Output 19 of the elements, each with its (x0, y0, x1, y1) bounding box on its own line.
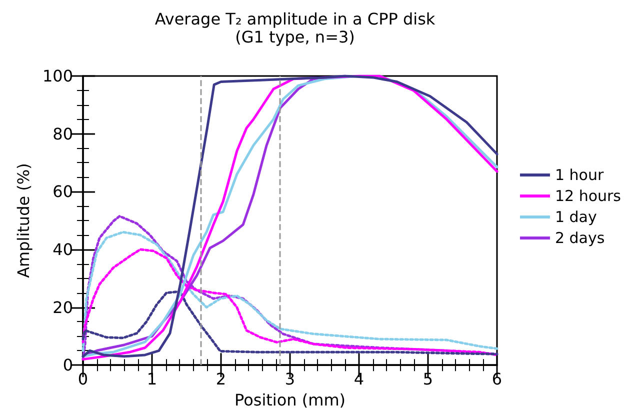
x-tick-label: 0 (78, 370, 88, 389)
y-tick-label: 100 (42, 66, 73, 86)
x-tick-label: 6 (492, 370, 502, 389)
x-tick-label: 2 (216, 370, 226, 389)
x-tick-label: 5 (422, 370, 434, 389)
y-tick-label: 20 (52, 298, 73, 317)
y-tick-label: 0 (62, 356, 73, 375)
chart-title: Average T₂ amplitude in a CPP disk (154, 10, 436, 28)
x-tick-label: 3 (284, 370, 296, 389)
y-tick-label: 40 (52, 240, 73, 259)
y-tick-label: 80 (52, 124, 73, 144)
y-axis-title: Amplitude (%) (14, 163, 34, 278)
legend-label: 1 hour (554, 166, 604, 184)
legend-label: 2 days (554, 229, 605, 247)
legend-label: 1 day (554, 208, 597, 226)
legend-label: 12 hours (554, 187, 622, 205)
chart-subtitle: (G1 type, n=3) (235, 28, 355, 46)
y-tick-label: 60 (52, 182, 73, 202)
x-axis-title: Position (mm) (234, 390, 346, 410)
